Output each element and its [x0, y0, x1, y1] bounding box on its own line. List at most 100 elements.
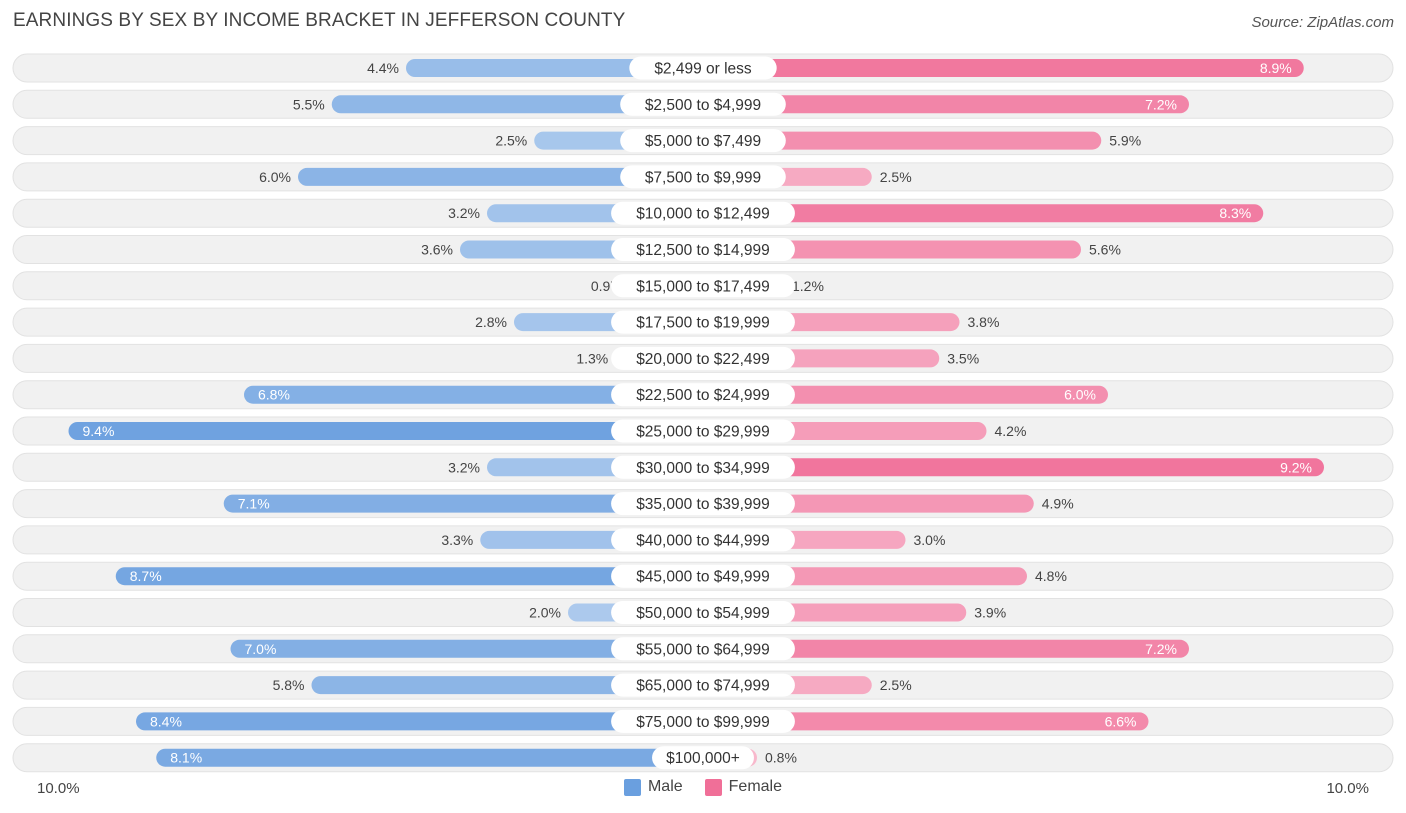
category-label: $65,000 to $74,999	[636, 678, 770, 695]
male-value-label: 8.1%	[170, 750, 202, 766]
legend-male-label: Male	[647, 778, 683, 795]
category-pill	[611, 492, 795, 516]
male-value-label: 3.3%	[441, 532, 473, 548]
category-pill	[611, 419, 795, 443]
category-pill	[611, 274, 795, 298]
chart-title: EARNINGS BY SEX BY INCOME BRACKET IN JEF…	[13, 10, 626, 31]
category-pill	[611, 564, 795, 588]
male-value-label: 2.5%	[495, 133, 527, 149]
female-value-label: 5.9%	[1109, 133, 1141, 149]
category-label: $20,000 to $22,499	[636, 351, 770, 368]
female-bar	[703, 639, 1189, 658]
legend-female-label: Female	[728, 778, 783, 795]
female-value-label: 1.2%	[792, 278, 824, 294]
category-label: $30,000 to $34,999	[636, 460, 770, 477]
female-value-label: 6.0%	[1064, 387, 1096, 403]
female-bar	[703, 385, 1108, 404]
category-label: $45,000 to $49,999	[636, 569, 770, 586]
male-value-label: 3.2%	[448, 205, 480, 221]
category-pill	[611, 238, 795, 261]
male-value-label: 7.0%	[245, 641, 277, 657]
female-value-label: 8.3%	[1219, 205, 1251, 221]
male-bar	[331, 95, 703, 114]
male-bar	[230, 639, 703, 658]
female-value-label: 7.2%	[1145, 96, 1177, 112]
category-label: $50,000 to $54,999	[636, 605, 770, 622]
male-value-label: 2.8%	[475, 314, 507, 330]
female-value-label: 9.2%	[1280, 459, 1312, 475]
female-value-label: 8.9%	[1260, 60, 1292, 76]
category-pill	[611, 346, 795, 370]
category-pill	[611, 709, 795, 733]
legend-item-male[interactable]: Male	[623, 778, 683, 796]
category-pill	[611, 637, 795, 661]
category-pill	[611, 383, 795, 407]
category-label: $2,499 or less	[654, 61, 752, 78]
category-label: $100,000+	[666, 750, 740, 767]
income-bar-chart: 4.4% 8.9% $2,499 or less 5.5% 7.2% $2,500 to …	[12, 53, 1394, 773]
female-value-label: 4.2%	[995, 423, 1027, 439]
category-pill	[629, 56, 777, 80]
source-credit: Source: ZipAtlas.com	[1251, 14, 1394, 31]
category-label: $25,000 to $29,999	[636, 424, 770, 441]
category-pill	[611, 528, 795, 552]
category-pill	[620, 165, 786, 189]
female-swatch	[704, 778, 722, 796]
female-bar	[703, 95, 1189, 114]
male-value-label: 3.6%	[421, 242, 453, 258]
female-value-label: 7.2%	[1145, 641, 1177, 657]
male-bar	[115, 567, 703, 586]
male-value-label: 5.8%	[273, 677, 305, 693]
category-label: $35,000 to $39,999	[636, 496, 770, 513]
male-bar	[311, 676, 703, 695]
category-label: $55,000 to $64,999	[636, 641, 770, 658]
category-label: $75,000 to $99,999	[636, 714, 770, 731]
male-value-label: 6.8%	[258, 387, 290, 403]
female-bar	[703, 204, 1264, 223]
female-value-label: 3.5%	[947, 350, 979, 366]
female-value-label: 6.6%	[1105, 713, 1137, 729]
category-label: $15,000 to $17,499	[636, 278, 770, 295]
male-value-label: 8.4%	[150, 713, 182, 729]
female-value-label: 3.0%	[914, 532, 946, 548]
female-value-label: 2.5%	[880, 169, 912, 185]
female-value-label: 0.8%	[765, 750, 797, 766]
female-value-label: 3.9%	[974, 605, 1006, 621]
male-bar	[156, 748, 703, 767]
category-label: $5,000 to $7,499	[645, 133, 761, 150]
axis-right-label: 10.0%	[1326, 780, 1369, 797]
category-pill	[620, 92, 786, 116]
male-value-label: 4.4%	[367, 60, 399, 76]
male-value-label: 1.3%	[576, 350, 608, 366]
female-bar	[703, 240, 1081, 259]
category-label: $7,500 to $9,999	[645, 169, 761, 186]
category-label: $10,000 to $12,499	[636, 206, 770, 223]
male-bar	[244, 385, 703, 404]
female-bar	[703, 712, 1149, 731]
female-bar	[703, 131, 1102, 150]
female-value-label: 4.8%	[1035, 568, 1067, 584]
male-bar	[223, 494, 703, 513]
category-label: $40,000 to $44,999	[636, 532, 770, 549]
male-value-label: 7.1%	[238, 496, 270, 512]
male-bar	[136, 712, 703, 731]
axis-left-label: 10.0%	[37, 780, 80, 797]
category-label: $22,500 to $24,999	[636, 387, 770, 404]
male-bar	[406, 59, 703, 77]
category-pill	[611, 455, 795, 479]
female-bar	[703, 458, 1324, 477]
legend: Male Female	[0, 778, 1406, 796]
male-value-label: 6.0%	[259, 169, 291, 185]
male-swatch	[623, 778, 641, 796]
female-value-label: 2.5%	[880, 677, 912, 693]
male-bar	[298, 167, 703, 186]
male-value-label: 8.7%	[130, 568, 162, 584]
female-bar	[703, 59, 1304, 77]
category-pill	[620, 129, 786, 153]
category-pill	[611, 201, 795, 225]
female-value-label: 5.6%	[1089, 242, 1121, 258]
male-bar	[68, 422, 703, 440]
female-value-label: 4.9%	[1042, 496, 1074, 512]
legend-item-female[interactable]: Female	[704, 778, 783, 796]
male-value-label: 3.2%	[448, 459, 480, 475]
